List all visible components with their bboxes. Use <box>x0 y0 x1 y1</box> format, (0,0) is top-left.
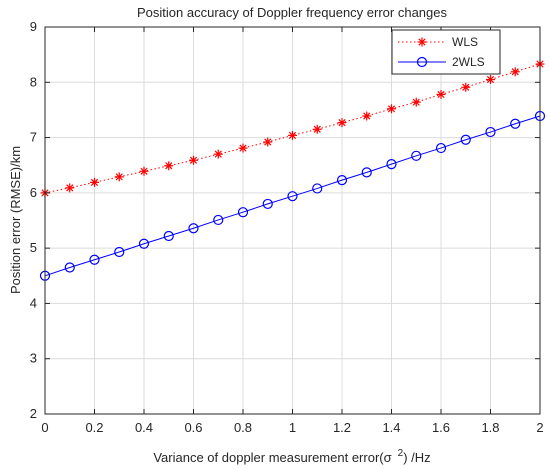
data-point <box>163 230 174 242</box>
x-tick-label: 1.8 <box>481 420 499 435</box>
data-point <box>262 198 273 210</box>
data-point <box>213 149 223 159</box>
x-tick-label: 1.4 <box>382 420 400 435</box>
legend-label: WLS <box>452 35 478 49</box>
data-point <box>90 177 99 187</box>
data-point <box>460 134 471 145</box>
legend-box <box>391 29 501 75</box>
x-axis-label: Variance of doppler measurement error(σ 2… <box>153 448 430 465</box>
data-point <box>387 104 396 114</box>
x-tick-label: 0.8 <box>234 420 252 435</box>
data-point <box>64 262 75 273</box>
data-point <box>188 223 199 234</box>
data-point <box>238 143 248 153</box>
legend-label: 2WLS <box>452 55 485 69</box>
data-point <box>386 159 397 170</box>
data-point <box>287 191 298 202</box>
x-tick-label: 2 <box>536 420 543 435</box>
y-tick-label: 4 <box>30 295 37 310</box>
x-tick-label: 0.4 <box>135 420 153 435</box>
x-tick-label: 1.2 <box>333 420 351 435</box>
series-line <box>44 63 541 194</box>
y-tick-label: 8 <box>30 74 37 89</box>
data-point <box>411 97 421 107</box>
data-point <box>436 89 446 99</box>
data-point <box>114 246 125 258</box>
data-point <box>435 142 447 154</box>
legend-marker <box>416 56 428 68</box>
data-point <box>189 155 198 165</box>
x-tick-label: 0.2 <box>85 420 103 435</box>
data-point <box>65 183 75 193</box>
x-axis-label-suffix: ) /Hz <box>403 450 430 465</box>
x-tick-label: 0.6 <box>184 420 202 435</box>
data-point <box>114 172 124 182</box>
y-tick-label: 9 <box>30 19 37 34</box>
series-2wls <box>39 110 546 281</box>
legend-marker <box>417 37 427 47</box>
data-point <box>89 254 100 265</box>
data-point <box>237 207 249 218</box>
data-point <box>312 183 323 194</box>
data-point <box>138 238 150 249</box>
data-point <box>312 124 322 134</box>
data-point <box>213 214 224 226</box>
axis-ticks: 0 0.2 0.4 0.6 0.8 1 1.2 1.4 1.6 1.8 2 2 3 4 5 6 7 8 9 <box>30 19 544 435</box>
data-point <box>139 166 149 176</box>
data-point <box>510 118 521 129</box>
y-tick-label: 3 <box>30 351 37 366</box>
series-layer <box>39 59 546 281</box>
y-tick-label: 2 <box>30 406 37 421</box>
x-tick-label: 1.6 <box>432 420 450 435</box>
y-axis-label: Position error (RMSE)/km <box>8 146 23 294</box>
data-point <box>337 118 347 128</box>
data-point <box>288 130 297 140</box>
data-point <box>164 161 174 171</box>
x-tick-label: 0 <box>41 420 48 435</box>
legend: WLS 2WLS <box>391 29 501 75</box>
data-point <box>461 82 471 92</box>
series-line <box>44 115 541 277</box>
data-point <box>411 150 422 161</box>
data-point <box>486 75 495 85</box>
y-tick-label: 7 <box>30 130 37 145</box>
data-point <box>485 126 496 138</box>
y-tick-label: 5 <box>30 240 37 255</box>
data-point <box>361 167 372 178</box>
chart-title: Position accuracy of Doppler frequency e… <box>137 5 447 20</box>
data-point <box>362 111 372 121</box>
data-point <box>336 175 348 186</box>
x-axis-label-superscript: 2 <box>398 448 404 459</box>
x-tick-label: 1 <box>289 420 296 435</box>
y-tick-label: 6 <box>30 185 37 200</box>
legend-entry-2wls: 2WLS <box>398 55 485 69</box>
data-point <box>510 67 520 77</box>
legend-entry-wls: WLS <box>398 35 478 49</box>
data-point <box>263 137 273 147</box>
x-axis-label-main: Variance of doppler measurement error(σ <box>153 450 391 465</box>
